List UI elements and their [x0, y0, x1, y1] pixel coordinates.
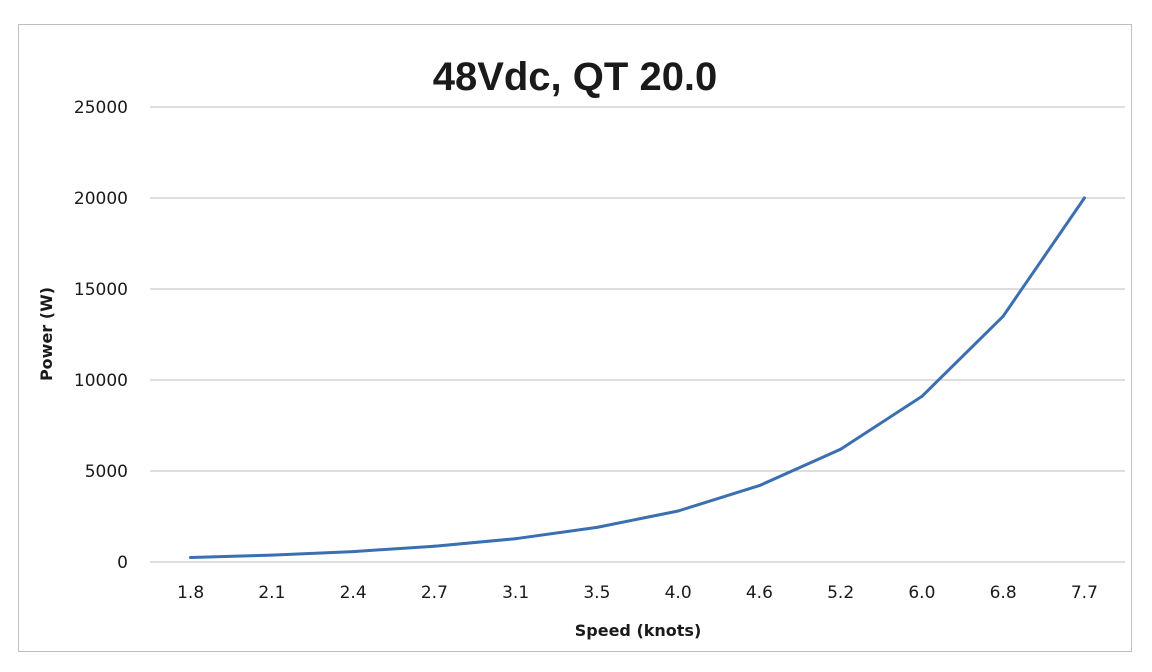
- data-point: [839, 447, 843, 451]
- data-point: [351, 550, 355, 554]
- y-tick-label: 25000: [74, 98, 128, 118]
- data-point: [595, 525, 599, 529]
- gridlines: [150, 106, 1125, 563]
- data-point: [676, 509, 680, 513]
- x-tick-label: 2.7: [421, 583, 448, 603]
- y-tick-label: 20000: [74, 189, 128, 209]
- data-point: [432, 544, 436, 548]
- data-point: [514, 537, 518, 541]
- x-tick-label: 4.6: [746, 583, 773, 603]
- x-tick-label: 6.8: [990, 583, 1017, 603]
- y-tick-label: 15000: [74, 280, 128, 300]
- x-tick-label: 2.4: [340, 583, 367, 603]
- x-axis-title: Speed (knots): [575, 621, 702, 640]
- data-point: [270, 553, 274, 557]
- y-tick-labels: 0 5000 10000 15000 20000 25000: [74, 98, 128, 573]
- x-tick-label: 7.7: [1071, 583, 1098, 603]
- data-point: [1001, 314, 1005, 318]
- y-tick-label: 0: [117, 553, 128, 573]
- series-layer: [189, 196, 1086, 559]
- y-tick-label: 5000: [85, 462, 128, 482]
- data-point: [1082, 196, 1086, 200]
- data-point: [920, 394, 924, 398]
- chart-frame: [18, 24, 1132, 652]
- x-tick-labels: 1.8 2.1 2.4 2.7 3.1 3.5 4.0 4.6 5.2 6.0 6.8 7.7: [177, 583, 1098, 603]
- y-axis-title: Power (W): [37, 287, 56, 381]
- x-tick-label: 4.0: [665, 583, 692, 603]
- data-point: [189, 555, 193, 559]
- data-point: [757, 484, 761, 488]
- x-tick-label: 1.8: [177, 583, 204, 603]
- x-tick-label: 2.1: [258, 583, 285, 603]
- y-tick-label: 10000: [74, 371, 128, 391]
- series-line: [189, 196, 1086, 559]
- chart-title: 48Vdc, QT 20.0: [433, 55, 718, 99]
- x-tick-label: 3.1: [502, 583, 529, 603]
- x-tick-label: 6.0: [908, 583, 935, 603]
- x-tick-label: 3.5: [583, 583, 610, 603]
- x-tick-label: 5.2: [827, 583, 854, 603]
